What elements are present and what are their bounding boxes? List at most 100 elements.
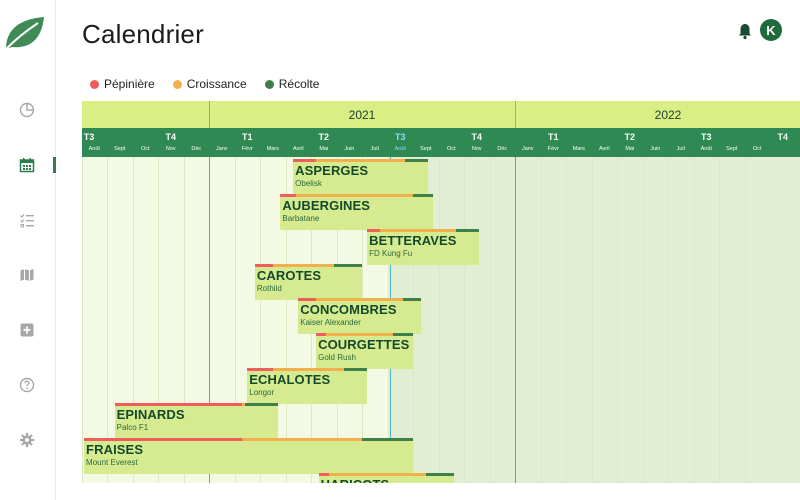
harvest-segment xyxy=(333,264,362,267)
nursery-segment xyxy=(298,298,317,301)
month-label: Févr xyxy=(547,146,559,152)
month-label: Janv xyxy=(215,146,228,152)
crop-bar[interactable]: CONCOMBRES Kaiser Alexander xyxy=(298,298,421,334)
quarter-label: T4 xyxy=(777,132,789,142)
month-label: Août xyxy=(394,146,406,152)
quarter-label: T4 xyxy=(165,132,177,142)
growth-segment xyxy=(316,298,403,301)
harvest-segment xyxy=(344,368,368,371)
growth-segment xyxy=(272,264,334,267)
crop-bar-fill xyxy=(316,336,413,369)
sidebar-item-help[interactable] xyxy=(17,375,37,395)
harvest-segment xyxy=(402,298,421,301)
month-label: Déc xyxy=(497,146,508,152)
month-gridline xyxy=(642,157,644,483)
month-gridline xyxy=(158,157,159,483)
map-icon xyxy=(20,269,34,281)
sidebar-item-tasks[interactable] xyxy=(17,210,37,230)
crop-bar[interactable]: ECHALOTES Longor xyxy=(247,368,368,404)
crop-name: CONCOMBRES xyxy=(300,302,397,317)
growth-segment xyxy=(272,368,345,371)
month-label: Nov xyxy=(165,146,176,152)
crop-bar[interactable]: ASPERGES Obelisk xyxy=(293,159,429,195)
month-gridline xyxy=(617,157,618,483)
quarter-month-header: Août Sept Oct Nov Déc Janv Févr Mars Avril Mai Jui… xyxy=(82,128,800,157)
quarter-label: T2 xyxy=(318,132,330,142)
crop-bar[interactable]: CAROTES Rothild xyxy=(254,264,362,300)
sidebar-item-calendar[interactable] xyxy=(17,155,37,175)
month-gridline xyxy=(438,157,440,483)
growth-segment xyxy=(295,194,413,197)
crop-bar[interactable]: FRAISES Mount Everest xyxy=(84,438,413,474)
quarter-label: T3 xyxy=(83,132,95,142)
year-label: 2022 xyxy=(654,108,682,122)
month-label: Sept xyxy=(114,146,126,152)
crop-bar[interactable]: AUBERGINES Barbatane xyxy=(280,194,434,230)
legend-item-pepiniere: Pépinière xyxy=(90,77,155,91)
nursery-segment xyxy=(367,229,380,232)
month-gridline xyxy=(566,157,567,483)
bell-icon[interactable] xyxy=(737,22,753,40)
harvest-segment xyxy=(405,159,429,162)
harvest-segment xyxy=(244,403,278,406)
crop-variety: Rothild xyxy=(256,284,282,293)
crop-variety: Longor xyxy=(249,388,275,397)
crop-bar-fill xyxy=(318,476,454,483)
growth-segment xyxy=(379,229,457,232)
crop-name: FRAISES xyxy=(86,442,144,457)
month-label: Oct xyxy=(446,146,456,152)
gear-icon xyxy=(19,432,35,448)
month-label: Sept xyxy=(420,146,432,152)
crop-bar[interactable]: EPINARDS Palco F1 xyxy=(114,403,278,439)
calendar-icon xyxy=(19,158,35,173)
crop-bar[interactable]: HARICOTS xyxy=(318,473,454,483)
pie-chart-icon xyxy=(19,102,35,118)
crop-bar-fill xyxy=(254,267,362,300)
plus-square-icon xyxy=(20,323,34,337)
month-gridline xyxy=(693,157,695,483)
month-label: Avril xyxy=(292,146,304,152)
sidebar-item-add[interactable] xyxy=(17,320,37,340)
harvest-segment xyxy=(412,194,434,197)
year-gridline xyxy=(515,157,516,483)
crop-name: CAROTES xyxy=(256,268,322,283)
crop-bar-fill xyxy=(247,371,368,404)
crop-name: AUBERGINES xyxy=(282,198,371,213)
sidebar-item-map[interactable] xyxy=(17,265,37,285)
help-circle-icon xyxy=(19,377,35,393)
year-gridline xyxy=(209,157,210,483)
crop-bar[interactable]: BETTERAVES FD Kung Fu xyxy=(367,229,480,265)
growth-segment xyxy=(316,159,406,162)
quarter-label: T4 xyxy=(471,132,483,142)
sidebar-item-dashboard[interactable] xyxy=(17,100,37,120)
year-divider xyxy=(209,101,210,128)
quarter-label: T2 xyxy=(624,132,636,142)
legend-label: Récolte xyxy=(278,77,320,91)
month-gridline xyxy=(668,157,669,483)
current-period-shade xyxy=(387,157,800,483)
checklist-icon xyxy=(20,214,34,228)
month-label: Juin xyxy=(344,146,355,152)
growth-segment xyxy=(328,473,426,476)
crop-variety: Barbatane xyxy=(282,214,320,223)
month-label: Déc xyxy=(191,146,202,152)
nursery-segment xyxy=(293,159,317,162)
avatar[interactable]: K xyxy=(760,19,782,41)
sidebar-item-settings[interactable] xyxy=(17,430,37,450)
crop-name: HARICOTS xyxy=(321,477,390,483)
month-gridline xyxy=(183,157,185,483)
page-title: Calendrier xyxy=(82,19,204,49)
growth-segment xyxy=(242,438,362,441)
month-gridline xyxy=(234,157,236,483)
crop-bar[interactable]: COURGETTES Gold Rush xyxy=(316,333,413,369)
active-nav-indicator xyxy=(53,157,56,173)
crop-variety: Mount Everest xyxy=(86,458,138,467)
growth-segment xyxy=(326,333,393,336)
month-gridline xyxy=(719,157,720,483)
legend-label: Pépinière xyxy=(104,77,155,91)
crop-variety: Obelisk xyxy=(295,179,322,188)
crop-variety: Kaiser Alexander xyxy=(300,318,361,327)
legend: Pépinière Croissance Récolte xyxy=(90,77,319,91)
nursery-segment xyxy=(114,403,243,406)
month-label: Juil xyxy=(676,146,685,152)
